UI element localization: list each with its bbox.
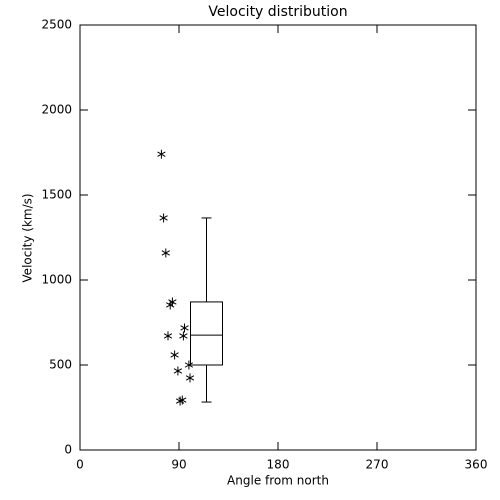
asterisk-stroke bbox=[170, 352, 179, 358]
point bbox=[163, 331, 173, 341]
point bbox=[180, 323, 189, 333]
y-axis-label: Velocity (km/s) bbox=[21, 193, 35, 282]
asterisk-stroke bbox=[180, 325, 189, 331]
point bbox=[179, 331, 188, 341]
point bbox=[166, 300, 175, 310]
plot-frame bbox=[79, 24, 477, 451]
point bbox=[170, 350, 179, 360]
point bbox=[185, 373, 195, 383]
x-tick-label: 90 bbox=[171, 458, 186, 472]
asterisk-stroke bbox=[163, 333, 173, 339]
point bbox=[173, 366, 183, 376]
asterisk-stroke bbox=[184, 362, 194, 368]
asterisk-stroke bbox=[179, 333, 188, 339]
box bbox=[190, 301, 223, 366]
asterisk-stroke bbox=[185, 375, 195, 381]
asterisk-stroke bbox=[157, 151, 166, 157]
x-tick-label: 360 bbox=[465, 458, 488, 472]
point bbox=[161, 248, 170, 258]
asterisk-stroke bbox=[159, 215, 168, 221]
y-tick-label: 2000 bbox=[41, 103, 72, 117]
asterisk-stroke bbox=[168, 299, 177, 305]
y-tick-label: 1500 bbox=[41, 188, 72, 202]
point bbox=[159, 213, 168, 223]
asterisk-stroke bbox=[178, 397, 187, 403]
point bbox=[157, 149, 166, 159]
x-axis-label: Angle from north bbox=[227, 474, 329, 488]
x-tick-label: 0 bbox=[76, 458, 84, 472]
point bbox=[178, 395, 187, 405]
x-tick-label: 180 bbox=[267, 458, 290, 472]
x-tick-label: 270 bbox=[366, 458, 389, 472]
chart-title: Velocity distribution bbox=[208, 4, 347, 20]
asterisk-stroke bbox=[173, 368, 183, 374]
asterisk-stroke bbox=[166, 302, 175, 308]
y-tick-label: 1000 bbox=[41, 273, 72, 287]
point bbox=[184, 360, 194, 370]
y-tick-label: 500 bbox=[49, 358, 72, 372]
asterisk-stroke bbox=[161, 250, 170, 256]
y-tick-label: 0 bbox=[64, 443, 72, 457]
y-tick-label: 2500 bbox=[41, 18, 72, 32]
